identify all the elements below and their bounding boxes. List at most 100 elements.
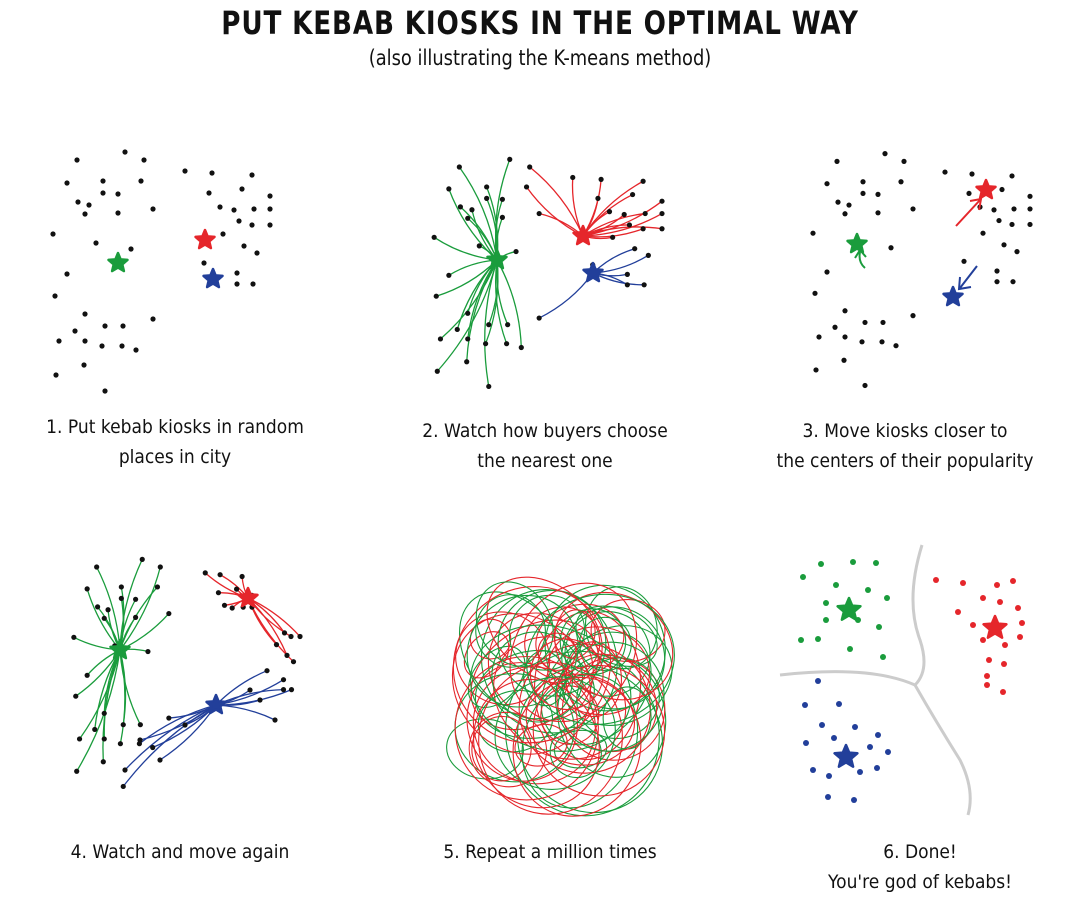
buyer-dot	[115, 191, 121, 197]
buyer-dot	[264, 668, 270, 674]
buyer-dot	[446, 186, 452, 192]
path-line	[466, 259, 498, 362]
arrow-icon	[955, 197, 983, 227]
buyer-dot	[852, 724, 858, 730]
buyer-dot	[802, 702, 808, 708]
buyer-dot	[1010, 578, 1016, 584]
scribble-loop	[509, 582, 638, 723]
buyer-dot	[536, 210, 542, 217]
buyer-dot	[610, 234, 616, 240]
buyer-dot	[94, 564, 100, 570]
buyer-dot	[880, 319, 886, 326]
buyer-dot	[595, 195, 601, 201]
buyer-dot	[846, 202, 852, 208]
scribble-loop	[559, 608, 627, 675]
buyer-dot	[166, 610, 172, 617]
buyer-dot	[984, 673, 990, 679]
buyer-dot	[437, 336, 444, 342]
kiosk-star-icon	[107, 251, 129, 273]
buyer-dot	[73, 693, 79, 699]
buyer-dot	[991, 207, 997, 213]
scribble-loop	[561, 657, 666, 761]
buyer-dot	[234, 586, 240, 592]
buyer-dot	[996, 217, 1002, 224]
buyer-dot	[81, 362, 87, 368]
buyer-dot	[239, 573, 245, 580]
buyer-dot	[824, 269, 830, 275]
buyer-dot	[92, 726, 98, 733]
buyer-dot	[288, 687, 295, 693]
buyer-dot	[642, 210, 648, 217]
buyer-dot	[202, 570, 208, 576]
buyer-dot	[879, 339, 885, 345]
buyer-dot	[882, 151, 888, 157]
scribble-loop	[532, 664, 666, 797]
kiosk-star-icon	[109, 638, 131, 660]
scribble-loop	[526, 593, 675, 725]
buyer-dot	[465, 215, 471, 221]
buyer-dot	[810, 230, 816, 236]
buyer-dot	[257, 697, 263, 703]
buyer-dot	[234, 270, 240, 276]
buyer-dot	[1027, 206, 1033, 212]
buyer-dot	[272, 717, 278, 723]
scribble-loop	[529, 638, 604, 710]
kiosk-star-icon	[205, 693, 227, 715]
buyer-dot	[818, 561, 824, 567]
buyer-dot	[239, 186, 245, 192]
buyer-dot	[507, 156, 513, 162]
buyer-dot	[630, 191, 636, 198]
buyer-dot	[1009, 173, 1015, 179]
buyer-dot	[1014, 249, 1020, 255]
buyer-dot	[182, 722, 188, 728]
buyer-dot	[888, 245, 894, 251]
kiosk-star-icon	[194, 228, 216, 250]
buyer-dot	[154, 584, 161, 590]
buyer-dot	[499, 214, 505, 220]
buyer-dot	[1019, 620, 1025, 626]
buyer-dot	[874, 765, 880, 771]
buyer-dot	[860, 179, 866, 185]
buyer-dot	[641, 282, 647, 288]
buyer-dot	[120, 722, 126, 728]
buyer-dot	[851, 797, 857, 803]
buyer-dot	[659, 210, 665, 217]
buyer-dot	[803, 740, 809, 746]
buyer-dot	[1010, 279, 1016, 285]
buyer-dot	[875, 210, 881, 216]
buyer-dot	[1027, 221, 1033, 228]
kiosk-star-icon	[237, 586, 259, 608]
buyer-dot	[823, 600, 829, 606]
buyer-dot	[980, 230, 986, 236]
scribble-loop	[590, 599, 666, 663]
buyer-dot	[250, 281, 256, 287]
buyer-dot	[93, 240, 99, 246]
buyer-dot	[980, 637, 986, 643]
buyer-dot	[862, 382, 868, 389]
step-4-caption: 4. Watch and move again	[70, 841, 290, 863]
buyer-dot	[955, 609, 961, 615]
buyer-dot	[201, 260, 207, 266]
buyer-dot	[141, 157, 147, 163]
buyer-dot	[860, 190, 866, 197]
buyer-dot	[128, 246, 134, 252]
buyer-dot	[819, 722, 825, 728]
buyer-dot	[504, 341, 510, 347]
buyer-dot	[102, 323, 108, 329]
buyer-dot	[249, 222, 255, 228]
buyer-dot	[486, 383, 492, 390]
scribble-loop	[497, 589, 607, 697]
buyer-dot	[624, 271, 630, 277]
buyer-dot	[884, 595, 890, 601]
buyer-dot	[961, 258, 967, 264]
buyer-dot	[812, 290, 818, 296]
scribble-loop	[475, 594, 546, 668]
buyer-dot	[994, 582, 1000, 588]
buyer-dot	[101, 615, 107, 621]
buyer-dot	[99, 343, 105, 349]
buyer-dot	[999, 186, 1005, 193]
buyer-dot	[82, 211, 88, 217]
buyer-dot	[64, 271, 70, 277]
buyer-dot	[217, 572, 223, 578]
title: PUT KEBAB KIOSKS IN THE OPTIMAL WAY	[221, 4, 859, 42]
